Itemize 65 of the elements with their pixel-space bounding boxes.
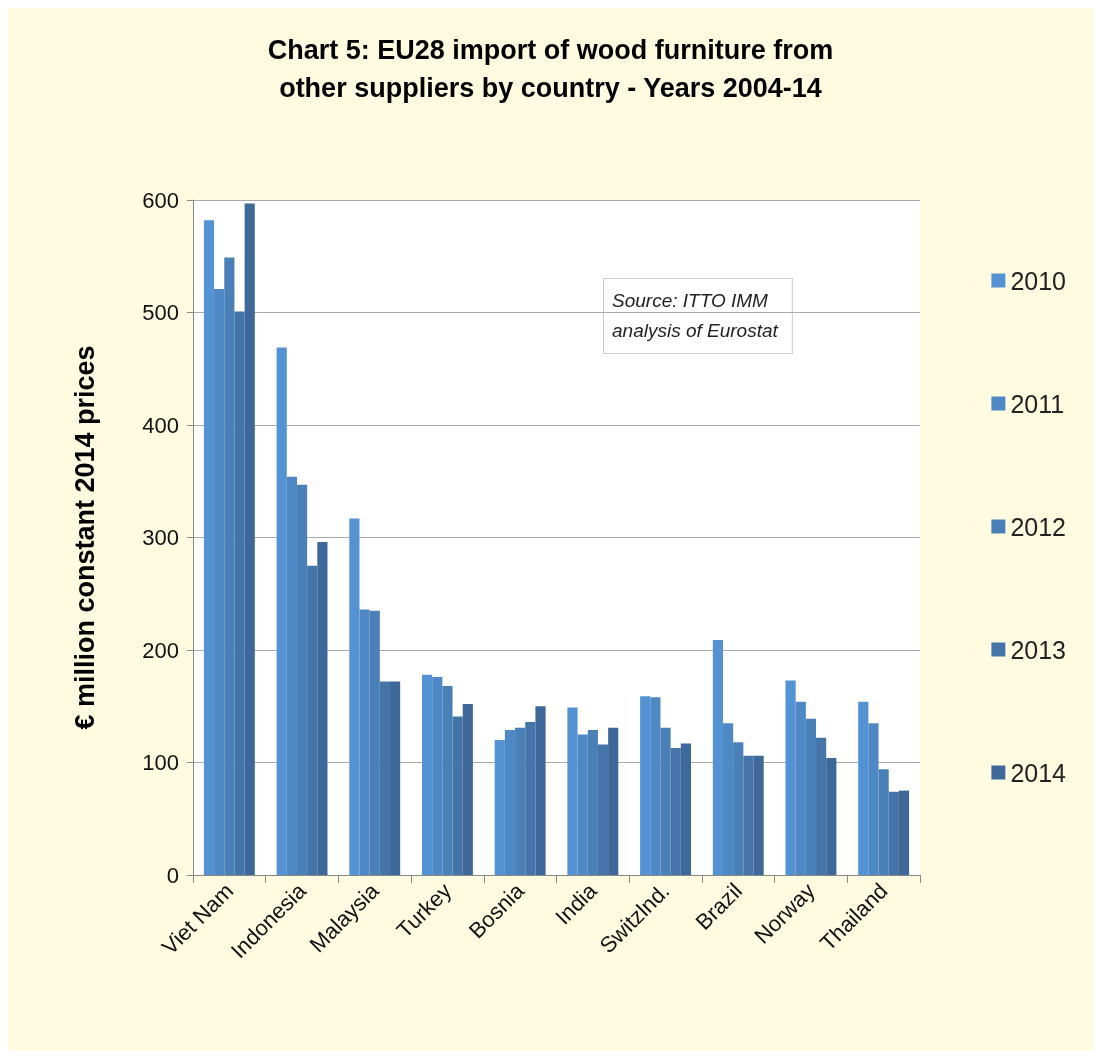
bar <box>888 791 899 875</box>
bar <box>494 740 505 875</box>
bar <box>203 220 215 875</box>
bar <box>369 610 380 875</box>
bar <box>743 755 754 875</box>
bar <box>660 727 671 875</box>
bar <box>286 476 297 875</box>
bar <box>224 257 235 875</box>
bar <box>349 518 360 875</box>
bar <box>670 747 681 875</box>
legend-label: 2014 <box>1010 758 1067 787</box>
bar <box>515 727 526 875</box>
y-axis-title: € million constant 2014 prices <box>69 345 100 730</box>
y-tick-label: 500 <box>142 300 179 325</box>
bar <box>432 677 443 875</box>
legend-label: 2010 <box>1010 266 1067 295</box>
bar <box>390 681 401 875</box>
bar <box>753 755 764 875</box>
bar <box>712 639 723 875</box>
bar <box>452 716 463 875</box>
bar <box>805 718 817 875</box>
bar <box>816 737 827 875</box>
bar <box>504 729 516 875</box>
bar <box>535 706 546 875</box>
bar <box>276 347 287 875</box>
bar <box>214 288 225 875</box>
bar <box>608 727 619 875</box>
bar <box>722 723 734 875</box>
bar <box>858 701 869 875</box>
bar <box>307 565 318 875</box>
annotation: Source: ITTO IMM analysis of Eurostat <box>612 289 779 341</box>
bar <box>234 311 245 875</box>
bar <box>587 729 598 875</box>
bar <box>878 769 889 875</box>
legend-label: 2011 <box>1010 389 1065 418</box>
bar <box>577 734 588 875</box>
bar <box>898 790 910 875</box>
bar <box>317 542 328 875</box>
y-tick-label: 100 <box>142 750 179 775</box>
bar <box>296 484 308 875</box>
bar <box>640 696 651 875</box>
bar <box>359 609 370 875</box>
bar <box>462 704 473 875</box>
y-tick-label: 600 <box>142 187 179 213</box>
bar <box>680 743 691 875</box>
legend-label: 2012 <box>1010 512 1067 541</box>
bar <box>567 707 578 875</box>
bar <box>422 674 433 875</box>
bar <box>795 701 806 875</box>
chart-title: Chart 5: EU28 import of wood furniture from other suppliers by country - Years 2004-14 <box>267 35 834 103</box>
bar <box>650 697 661 875</box>
bar <box>733 742 744 875</box>
bar <box>379 681 391 875</box>
bar <box>826 758 837 875</box>
y-tick-label: 0 <box>166 862 179 888</box>
bar <box>244 203 255 875</box>
bar <box>597 744 609 875</box>
y-tick-label: 400 <box>142 412 179 438</box>
y-tick-label: 300 <box>142 525 179 550</box>
y-tick-label: 200 <box>142 637 179 663</box>
legend-label: 2013 <box>1010 635 1067 664</box>
bar <box>785 680 796 875</box>
bar <box>525 722 536 875</box>
bar <box>442 686 453 875</box>
bar <box>868 723 879 875</box>
